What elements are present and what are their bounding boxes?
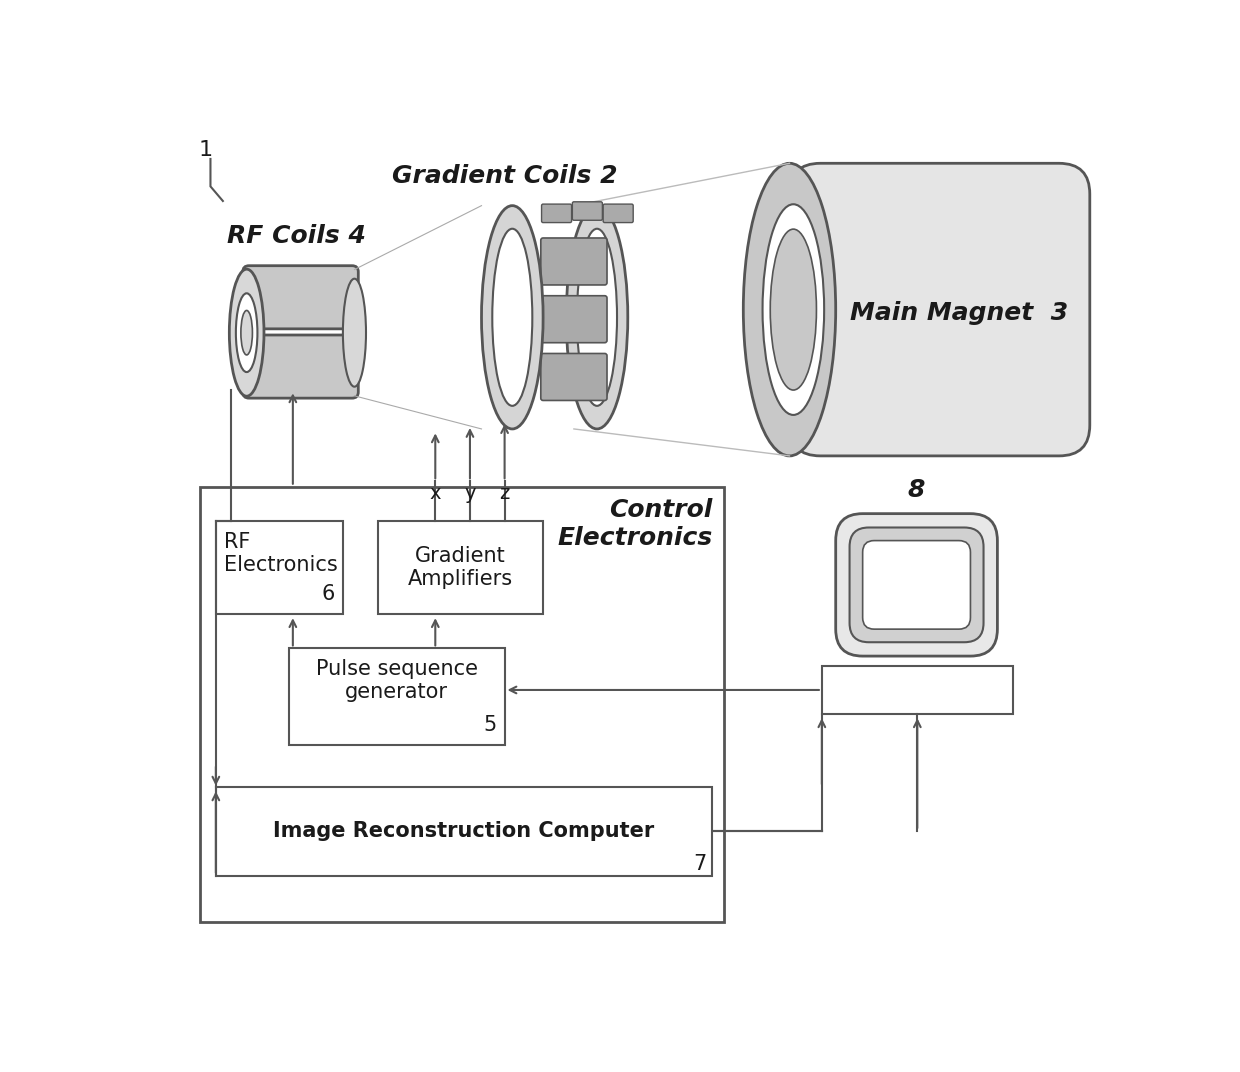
Text: 6: 6 (322, 584, 335, 605)
Bar (216, 521, 343, 614)
FancyBboxPatch shape (849, 527, 983, 642)
Text: x: x (429, 485, 441, 504)
Text: Control
Electronics: Control Electronics (557, 498, 713, 550)
FancyBboxPatch shape (243, 334, 358, 398)
FancyBboxPatch shape (542, 204, 572, 223)
Ellipse shape (481, 206, 543, 429)
Text: Pulse sequence
generator: Pulse sequence generator (316, 659, 477, 702)
Text: y: y (464, 485, 476, 504)
FancyBboxPatch shape (541, 354, 608, 401)
Bar (201, 487, 724, 922)
Ellipse shape (492, 228, 532, 406)
Ellipse shape (577, 228, 618, 406)
Text: z: z (500, 485, 510, 504)
FancyBboxPatch shape (541, 238, 608, 285)
Ellipse shape (743, 163, 836, 456)
FancyBboxPatch shape (573, 202, 603, 220)
Ellipse shape (343, 279, 366, 387)
FancyBboxPatch shape (790, 163, 1090, 456)
Bar (289, 649, 505, 745)
Text: Image Reconstruction Computer: Image Reconstruction Computer (273, 821, 655, 840)
FancyBboxPatch shape (541, 296, 608, 343)
Ellipse shape (229, 269, 264, 397)
Ellipse shape (567, 206, 627, 429)
Text: Gradient
Amplifiers: Gradient Amplifiers (408, 546, 512, 590)
Text: RF Coils 4: RF Coils 4 (227, 224, 366, 248)
Ellipse shape (241, 311, 253, 355)
Bar (377, 521, 543, 614)
FancyBboxPatch shape (243, 266, 358, 329)
Text: Main Magnet  3: Main Magnet 3 (849, 301, 1068, 326)
Text: RF
Electronics: RF Electronics (223, 532, 337, 576)
Text: 1: 1 (198, 139, 212, 160)
Ellipse shape (236, 294, 258, 372)
Bar (822, 666, 1013, 714)
Text: Gradient Coils 2: Gradient Coils 2 (392, 164, 618, 188)
Ellipse shape (763, 205, 825, 415)
Bar (216, 787, 713, 876)
Text: 8: 8 (908, 478, 925, 502)
Text: 7: 7 (693, 854, 707, 874)
FancyBboxPatch shape (836, 513, 997, 656)
FancyBboxPatch shape (863, 540, 971, 629)
Text: 5: 5 (484, 715, 497, 735)
FancyBboxPatch shape (603, 204, 634, 223)
Ellipse shape (770, 229, 816, 390)
